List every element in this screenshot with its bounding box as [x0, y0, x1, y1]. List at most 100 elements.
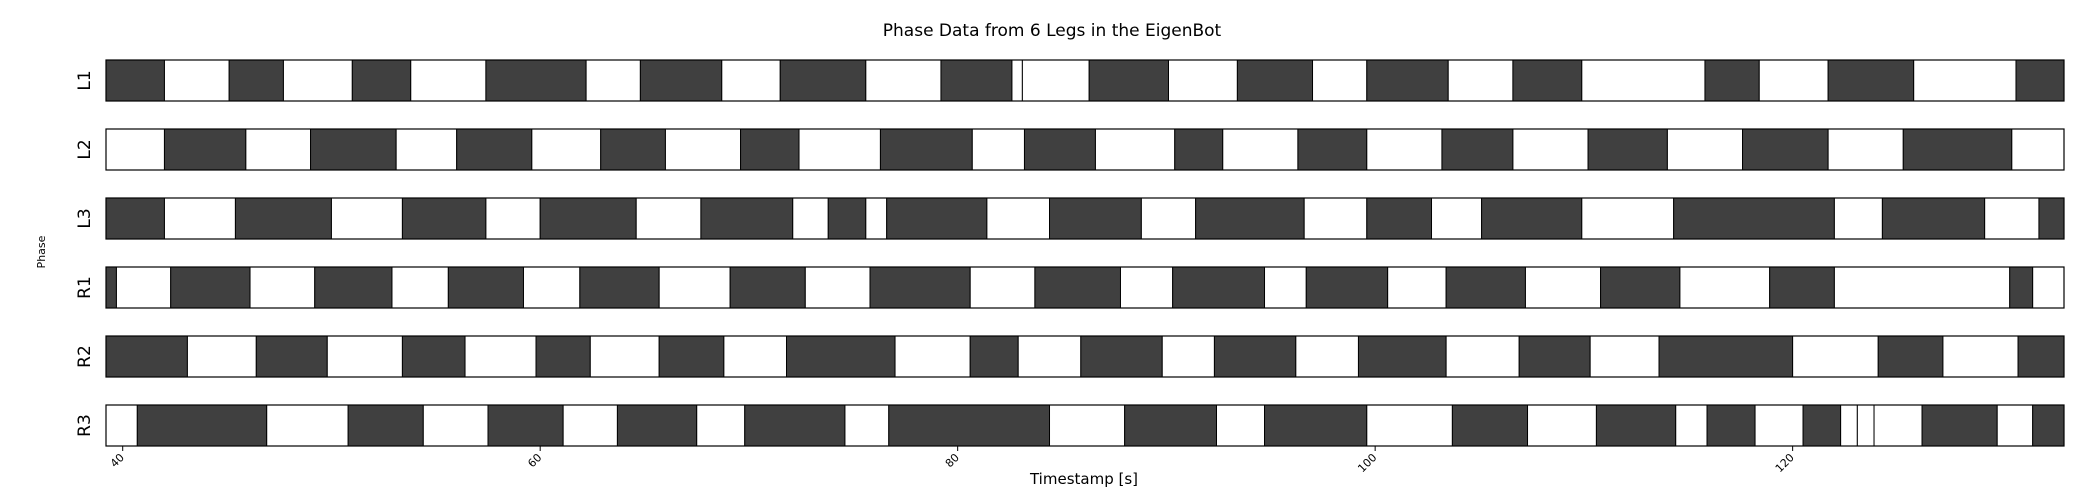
phase-segment-swing — [485, 197, 541, 240]
phase-segment-stance — [105, 335, 188, 378]
phase-segment-stance — [105, 197, 165, 240]
phase-segment-swing — [395, 128, 458, 171]
row-frame — [105, 197, 2065, 240]
phase-segment-stance — [1174, 128, 1224, 171]
phase-segment-stance — [170, 266, 251, 309]
phase-segment-swing — [410, 59, 487, 102]
phase-segment-stance — [2038, 197, 2065, 240]
x-tick-label: 100 — [1355, 451, 1379, 475]
x-axis-ticks: 40 60 80 100 120 — [108, 446, 1797, 475]
phase-segment-swing — [2011, 128, 2065, 171]
phase-segment-stance — [1518, 335, 1591, 378]
phase-segment-stance — [1706, 404, 1756, 447]
phase-segment-swing — [969, 266, 1036, 309]
row-label: L2 — [75, 139, 95, 159]
phase-segment-stance — [447, 266, 524, 309]
phase-segment-swing — [1366, 128, 1443, 171]
phase-segment-swing — [1856, 404, 1875, 447]
phase-segment-swing — [635, 197, 702, 240]
phase-segment-stance — [1080, 335, 1163, 378]
phase-segment-stance — [616, 404, 698, 447]
row-label: R1 — [75, 276, 95, 299]
phase-segment-swing — [282, 59, 353, 102]
phase-segment-swing — [186, 335, 257, 378]
row-l3: L3 — [75, 197, 2065, 240]
phase-segment-swing — [531, 128, 602, 171]
phase-segment-stance — [255, 335, 328, 378]
phase-segment-swing — [723, 335, 787, 378]
phase-segment-stance — [879, 128, 973, 171]
phase-segment-swing — [1833, 197, 1883, 240]
phase-segment-stance — [105, 59, 165, 102]
phase-segment-stance — [2009, 266, 2034, 309]
phase-segment-stance — [310, 128, 397, 171]
phase-segment-swing — [1295, 335, 1359, 378]
phase-segment-swing — [562, 404, 618, 447]
phase-segment-swing — [1589, 335, 1660, 378]
row-l1: L1 — [75, 59, 2065, 102]
row-l2: L2 — [75, 128, 2065, 171]
phase-segment-swing — [1942, 335, 2019, 378]
x-tick-label: 60 — [525, 451, 544, 470]
phase-segment-swing — [1754, 404, 1804, 447]
phase-segment-stance — [1802, 404, 1842, 447]
phase-segment-swing — [894, 335, 971, 378]
phase-segment-swing — [1527, 404, 1597, 447]
phase-segment-swing — [1431, 197, 1483, 240]
row-frame — [105, 404, 2065, 447]
phase-segment-swing — [266, 404, 349, 447]
phase-segment-stance — [827, 197, 867, 240]
phase-segment-swing — [163, 197, 236, 240]
phase-segment-stance — [1921, 404, 1998, 447]
phase-segment-stance — [1595, 404, 1677, 447]
phase-segment-swing — [105, 404, 138, 447]
phase-segment-stance — [1877, 335, 1944, 378]
phase-segment-stance — [485, 59, 587, 102]
row-label: L3 — [75, 208, 95, 228]
phase-segment-swing — [589, 335, 660, 378]
phase-segment-stance — [2032, 404, 2065, 447]
phase-segment-stance — [401, 335, 466, 378]
phase-segment-swing — [844, 404, 890, 447]
row-r3: R3 — [75, 404, 2065, 447]
phase-segment-swing — [1167, 59, 1238, 102]
phase-segment-stance — [969, 335, 1019, 378]
phase-segment-stance — [888, 404, 1051, 447]
phase-segment-stance — [1704, 59, 1760, 102]
phase-segment-swing — [1840, 404, 1858, 447]
phase-segment-swing — [1873, 404, 1923, 447]
phase-segment-swing — [696, 404, 746, 447]
phase-segment-stance — [639, 59, 723, 102]
phase-segment-stance — [744, 404, 846, 447]
phase-segment-stance — [1305, 266, 1389, 309]
phase-segment-stance — [940, 59, 1013, 102]
phase-segment-swing — [721, 59, 781, 102]
phase-segment-swing — [330, 197, 403, 240]
phase-segment-stance — [1049, 197, 1142, 240]
phase-segment-stance — [1441, 128, 1514, 171]
phase-segment-swing — [1366, 404, 1453, 447]
phase-segment-swing — [1792, 335, 1879, 378]
phase-segment-stance — [729, 266, 806, 309]
phase-segment-swing — [1119, 266, 1174, 309]
phase-segment-swing — [1512, 128, 1589, 171]
phase-segment-stance — [740, 128, 800, 171]
phase-segment-swing — [1913, 59, 2017, 102]
phase-segment-stance — [600, 128, 666, 171]
phase-segment-stance — [539, 197, 637, 240]
phase-segment-stance — [1366, 59, 1449, 102]
row-frame — [105, 59, 2065, 102]
rows-layer: L1 L2 L3 R1 R2 R3 — [75, 59, 2065, 447]
phase-segment-stance — [456, 128, 533, 171]
phase-segment-swing — [1827, 128, 1904, 171]
phase-segment-stance — [228, 59, 284, 102]
phase-segment-stance — [785, 335, 896, 378]
phase-segment-swing — [1222, 128, 1299, 171]
phase-segment-stance — [579, 266, 660, 309]
phase-segment-stance — [1481, 197, 1583, 240]
phase-segment-stance — [163, 128, 247, 171]
phase-segment-stance — [1673, 197, 1835, 240]
phase-segment-stance — [869, 266, 971, 309]
phase-segment-swing — [1011, 59, 1023, 102]
phase-segment-stance — [1658, 335, 1794, 378]
